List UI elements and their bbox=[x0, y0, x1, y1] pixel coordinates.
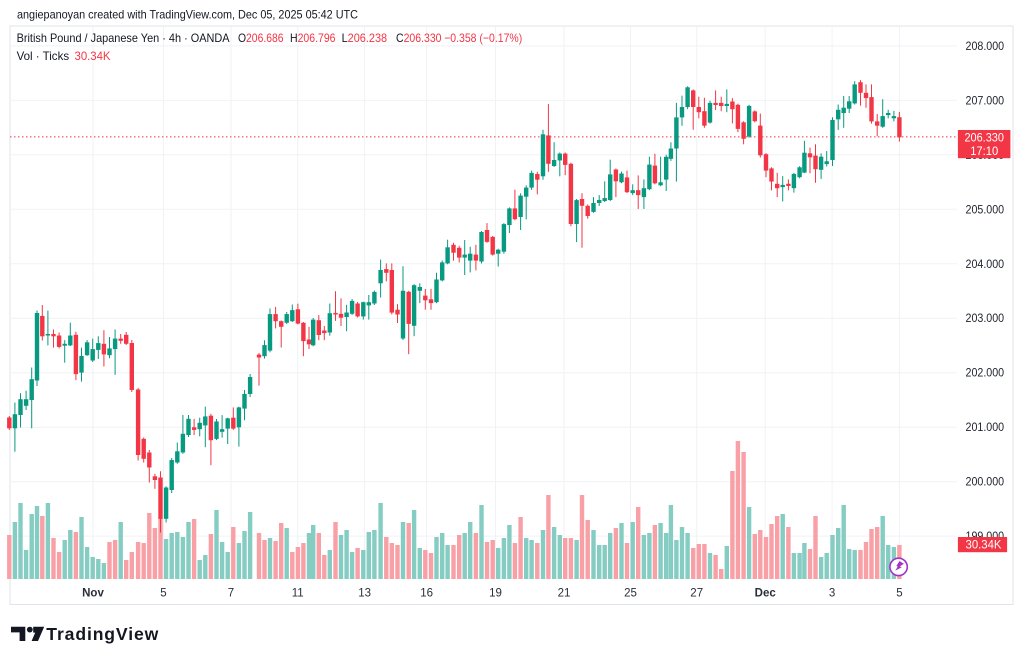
svg-text:3: 3 bbox=[829, 588, 835, 600]
svg-text:angiepanoyan created with Trad: angiepanoyan created with TradingView.co… bbox=[17, 8, 358, 22]
svg-text:202.000: 202.000 bbox=[966, 368, 1005, 380]
svg-text:205.000: 205.000 bbox=[966, 204, 1005, 216]
svg-text:206.330: 206.330 bbox=[964, 131, 1004, 145]
svg-text:19: 19 bbox=[489, 588, 502, 600]
svg-text:TradingView: TradingView bbox=[46, 624, 158, 644]
svg-text:L206.238: L206.238 bbox=[342, 31, 388, 45]
svg-text:21: 21 bbox=[558, 588, 571, 600]
svg-text:203.000: 203.000 bbox=[966, 313, 1005, 325]
svg-text:11: 11 bbox=[292, 588, 304, 600]
svg-text:27: 27 bbox=[690, 588, 703, 600]
svg-text:Vol · Ticks: Vol · Ticks bbox=[17, 49, 70, 63]
svg-text:British Pound / Japanese Yen ·: British Pound / Japanese Yen · 4h · OAND… bbox=[17, 31, 230, 45]
svg-text:25: 25 bbox=[624, 588, 637, 600]
svg-text:30.34K: 30.34K bbox=[966, 540, 1002, 552]
svg-text:17:10: 17:10 bbox=[970, 144, 998, 158]
svg-text:204.000: 204.000 bbox=[966, 259, 1005, 271]
svg-text:13: 13 bbox=[358, 588, 371, 600]
svg-text:200.000: 200.000 bbox=[966, 477, 1005, 489]
svg-text:H206.796: H206.796 bbox=[290, 31, 336, 45]
svg-text:C206.330: C206.330 bbox=[396, 31, 442, 45]
svg-text:208.000: 208.000 bbox=[966, 41, 1005, 53]
svg-text:201.000: 201.000 bbox=[966, 422, 1005, 434]
svg-text:Dec: Dec bbox=[755, 588, 777, 600]
svg-text:−0.358 (−0.17%): −0.358 (−0.17%) bbox=[444, 31, 522, 45]
svg-text:30.34K: 30.34K bbox=[75, 49, 111, 63]
svg-text:207.000: 207.000 bbox=[966, 95, 1005, 107]
svg-text:5: 5 bbox=[160, 588, 166, 600]
svg-text:O206.686: O206.686 bbox=[238, 31, 284, 45]
svg-text:5: 5 bbox=[896, 588, 902, 600]
svg-text:Nov: Nov bbox=[82, 588, 104, 600]
svg-text:16: 16 bbox=[420, 588, 433, 600]
svg-text:7: 7 bbox=[228, 588, 234, 600]
